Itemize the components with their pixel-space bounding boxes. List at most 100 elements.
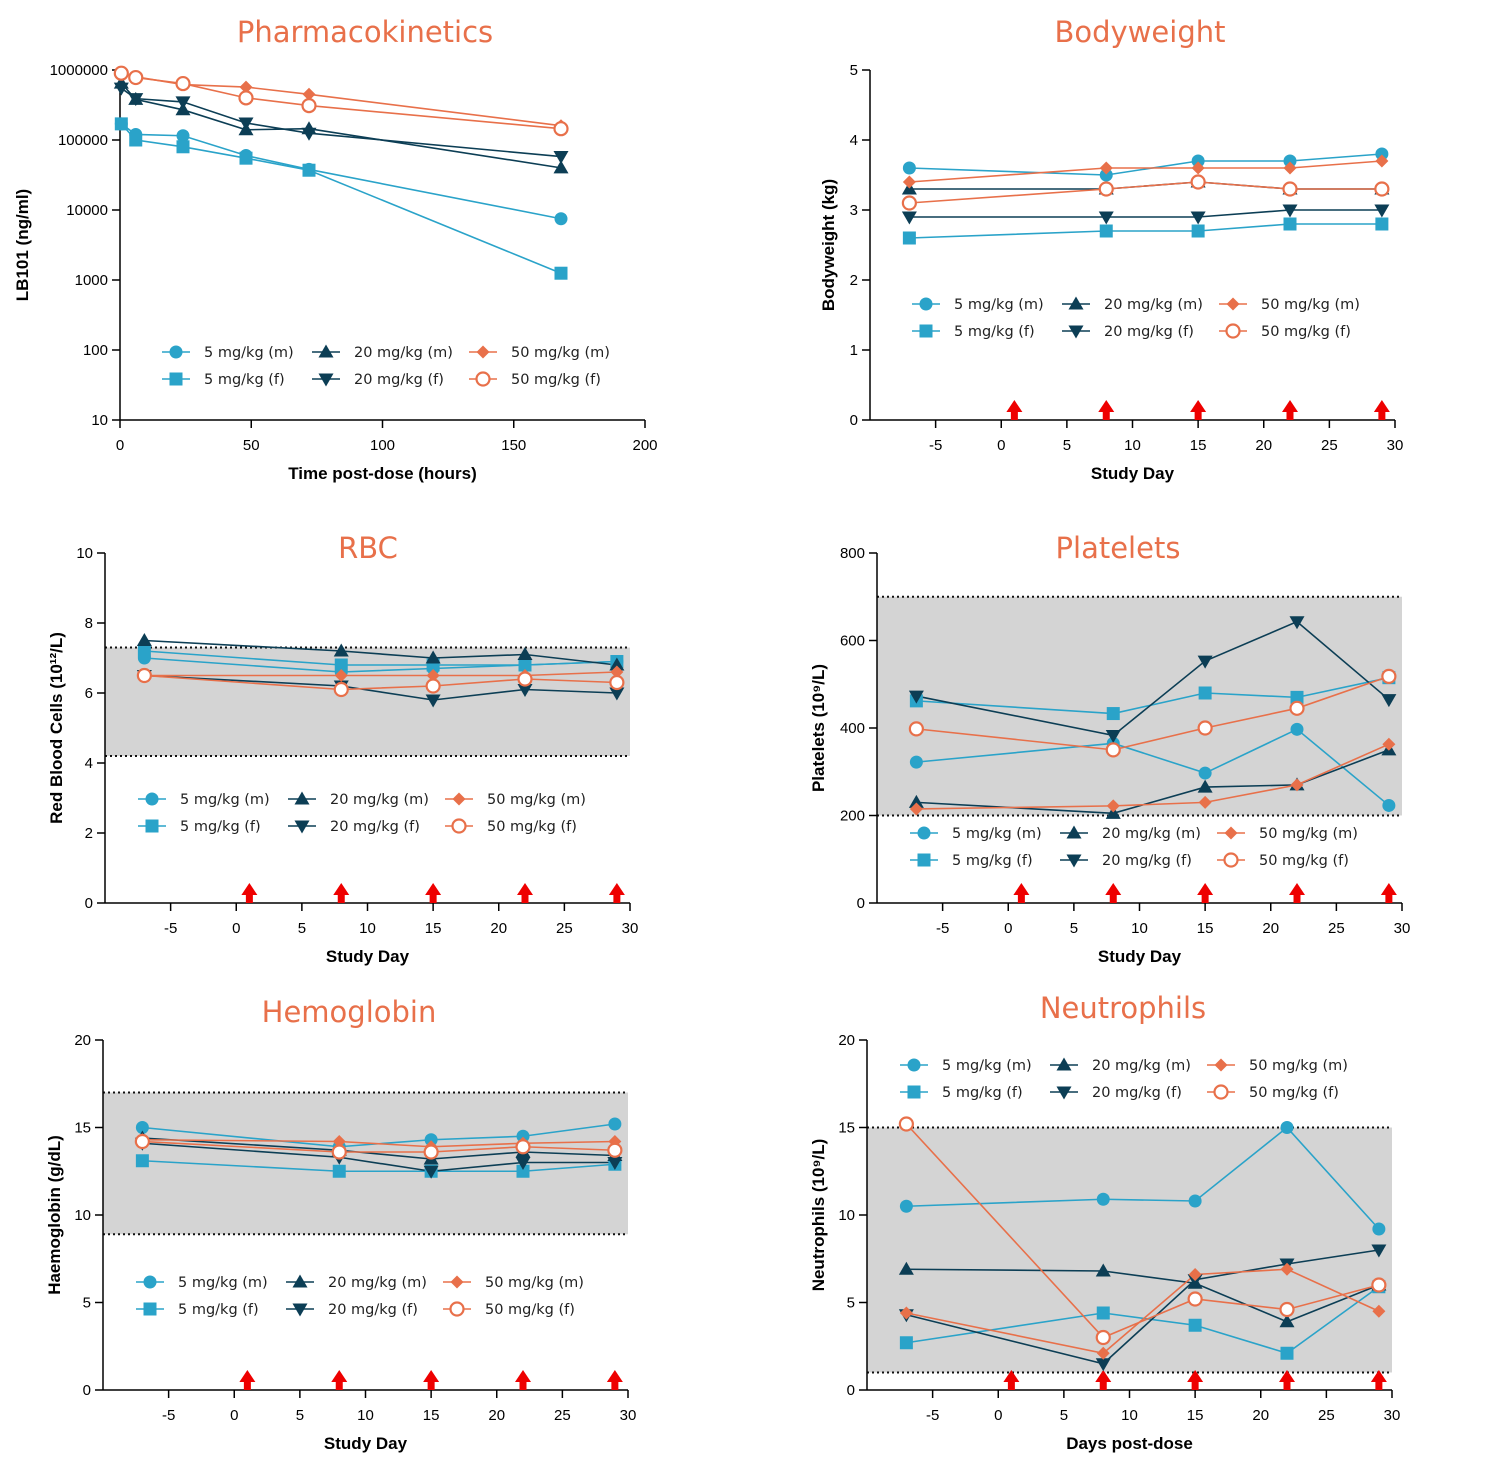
legend: 5 mg/kg (m) 5 mg/kg (f) 20 mg/kg (m) 20 mg/… xyxy=(900,1057,1348,1101)
data-point xyxy=(516,1164,530,1178)
data-point xyxy=(553,121,569,137)
legend-label: 5 mg/kg (m) xyxy=(942,1058,1032,1074)
legend-marker xyxy=(1068,325,1084,339)
data-point xyxy=(332,1164,346,1178)
series-line-0 xyxy=(909,153,1382,176)
data-point xyxy=(1106,799,1120,813)
data-point xyxy=(136,633,152,646)
x-tick-label: 30 xyxy=(622,920,639,937)
x-axis-label: Time post-dose (hours) xyxy=(288,464,477,483)
legend-marker xyxy=(1223,852,1239,868)
data-point xyxy=(908,794,924,808)
legend-marker xyxy=(294,791,310,805)
data-point xyxy=(1198,766,1212,780)
data-point xyxy=(426,669,440,682)
legend-label: 5 mg/kg (f) xyxy=(178,1302,259,1318)
dose-arrow xyxy=(1197,883,1214,903)
data-point xyxy=(1374,181,1390,197)
dose-arrow xyxy=(515,1370,531,1390)
legend-label: 20 mg/kg (f) xyxy=(330,819,420,835)
legend-marker xyxy=(292,1303,308,1317)
data-point xyxy=(1371,1244,1387,1258)
chart-title: Platelets xyxy=(1056,531,1181,565)
data-point xyxy=(1375,217,1389,231)
y-tick-label: 100 xyxy=(83,342,108,359)
legend-marker xyxy=(1066,825,1082,839)
data-point xyxy=(899,1199,913,1213)
data-point xyxy=(609,657,625,671)
reference-band xyxy=(867,1127,1392,1373)
x-tick-label: 0 xyxy=(232,920,240,937)
y-tick-label: 200 xyxy=(840,808,865,825)
legend-marker xyxy=(450,1275,464,1289)
x-tick-label: 5 xyxy=(1070,920,1078,937)
dose-arrow xyxy=(1095,1370,1112,1390)
x-tick-label: 15 xyxy=(1197,920,1214,937)
y-tick-label: 0 xyxy=(83,1382,91,1399)
legend-label: 50 mg/kg (f) xyxy=(1249,1085,1339,1101)
legend-label: 50 mg/kg (m) xyxy=(1259,826,1358,842)
legend-marker xyxy=(1213,1084,1229,1100)
data-point xyxy=(902,231,916,245)
series-line-4 xyxy=(909,160,1382,183)
dose-arrow xyxy=(239,1370,256,1390)
dose-arrow xyxy=(1279,1370,1295,1390)
data-point xyxy=(1198,686,1212,700)
legend-label: 20 mg/kg (m) xyxy=(354,345,453,361)
x-tick-label: 0 xyxy=(116,437,124,454)
legend-marker xyxy=(475,371,491,387)
data-point xyxy=(1283,217,1297,231)
data-point xyxy=(175,75,191,92)
data-point xyxy=(607,1142,623,1158)
x-tick-label: 100 xyxy=(370,437,395,454)
data-point xyxy=(902,175,916,189)
y-tick-label: 10 xyxy=(76,545,93,562)
x-tick-label: 10 xyxy=(357,1407,374,1424)
x-axis-label: Study Day xyxy=(326,947,410,966)
legend-label: 5 mg/kg (m) xyxy=(204,345,294,361)
x-tick-label: -5 xyxy=(164,920,177,937)
data-point xyxy=(516,1129,530,1143)
legend-marker xyxy=(318,373,334,387)
legend-marker xyxy=(143,1302,157,1316)
legend-label: 50 mg/kg (f) xyxy=(511,372,601,388)
y-tick-label: 600 xyxy=(840,633,865,650)
y-tick-label: 0 xyxy=(850,412,858,429)
chart-pk: 10 100 1000 10000 100000 1000000 0 50 100 150 200 P… xyxy=(13,15,658,483)
data-point xyxy=(238,117,254,131)
dose-arrow xyxy=(517,883,533,903)
y-tick-label: 0 xyxy=(857,895,865,912)
data-point xyxy=(1282,181,1298,197)
y-axis-label: LB101 (ng/ml) xyxy=(13,189,32,301)
x-tick-label: 5 xyxy=(296,1407,304,1424)
y-tick-label: 4 xyxy=(85,755,93,772)
data-point xyxy=(1197,720,1213,736)
x-tick-label: 150 xyxy=(501,437,526,454)
data-point xyxy=(609,674,625,691)
x-tick-label: -5 xyxy=(929,437,942,454)
legend-marker xyxy=(449,1301,465,1317)
data-point xyxy=(1375,154,1389,168)
chart-hgb: 0 5 10 15 20 -5 0 5 10 15 20 25 30 Hemoglobin Study Da… xyxy=(45,995,636,1453)
x-tick-label: 25 xyxy=(1328,920,1345,937)
data-point xyxy=(1382,798,1396,812)
y-tick-label: 0 xyxy=(847,1382,855,1399)
data-point xyxy=(1191,154,1205,168)
data-point xyxy=(136,667,152,684)
data-point xyxy=(1289,700,1305,716)
legend: 5 mg/kg (m) 5 mg/kg (f) 20 mg/kg (m) 20 mg/… xyxy=(912,296,1360,340)
legend-marker xyxy=(1056,1057,1072,1071)
data-point xyxy=(135,1121,149,1134)
data-point xyxy=(1187,1291,1203,1307)
chart-plt: 0 200 400 600 800 -5 0 5 10 15 20 25 30 Platelets Stud… xyxy=(809,531,1410,966)
legend-label: 20 mg/kg (m) xyxy=(330,792,429,808)
legend-label: 5 mg/kg (m) xyxy=(954,297,1044,313)
x-tick-label: 10 xyxy=(1131,920,1148,937)
data-point xyxy=(1372,1304,1386,1318)
dose-arrow xyxy=(1003,1370,1020,1390)
legend-label: 50 mg/kg (f) xyxy=(1261,324,1351,340)
y-axis-label: Haemoglobin (g/dL) xyxy=(45,1135,64,1295)
dose-arrow xyxy=(608,883,625,903)
legend-label: 20 mg/kg (f) xyxy=(328,1302,418,1318)
data-point xyxy=(1096,1306,1110,1320)
